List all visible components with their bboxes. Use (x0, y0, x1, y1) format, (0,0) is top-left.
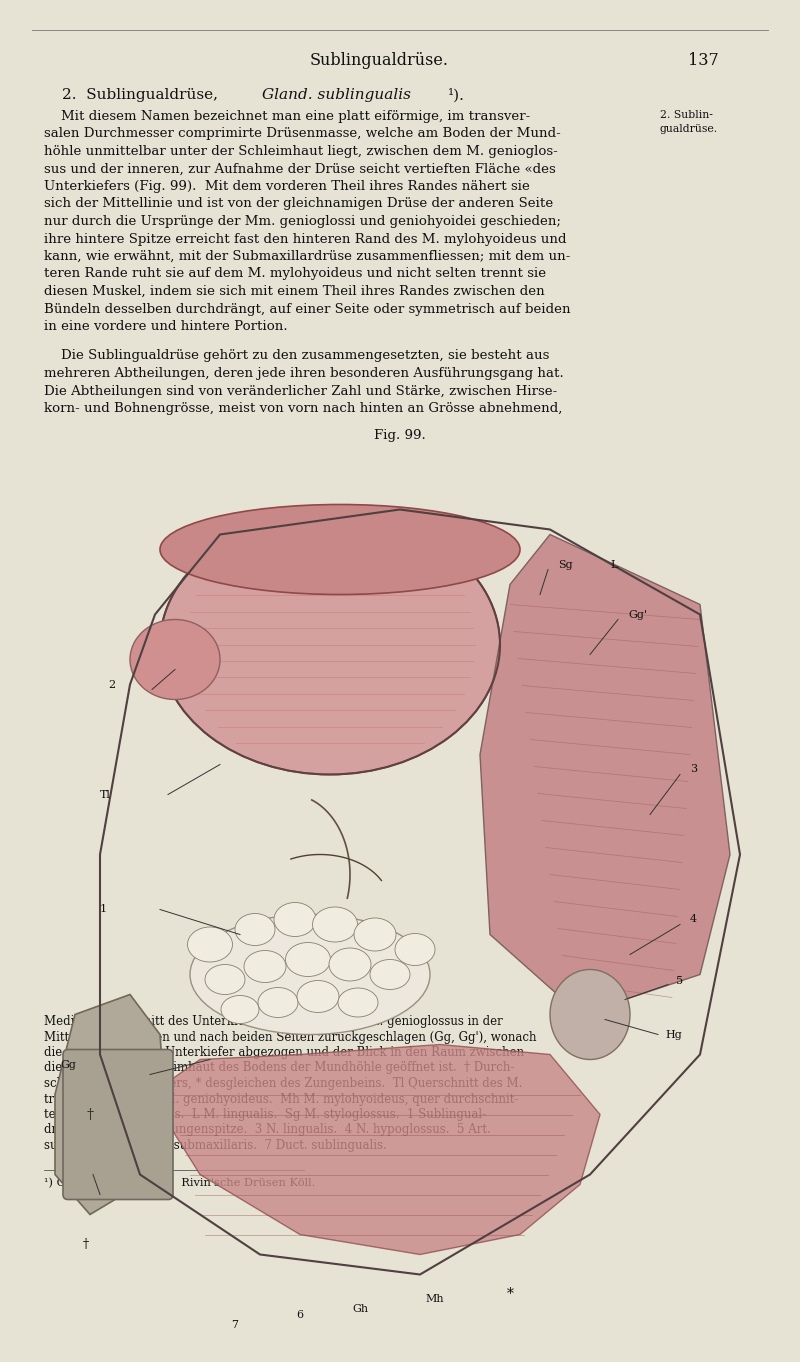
Text: Bündeln desselben durchdrängt, auf einer Seite oder symmetrisch auf beiden: Bündeln desselben durchdrängt, auf einer… (44, 302, 570, 316)
Text: salen Durchmesser comprimirte Drüsenmasse, welche am Boden der Mund-: salen Durchmesser comprimirte Drüsenmass… (44, 128, 561, 140)
Text: nur durch die Ursprünge der Mm. genioglossi und geniohyoidei geschieden;: nur durch die Ursprünge der Mm. genioglo… (44, 215, 561, 227)
Ellipse shape (395, 933, 435, 966)
Text: ¹) Gland. lingualis aut₂  Rivin'sche Drüsen Köll.: ¹) Gland. lingualis aut₂ Rivin'sche Drüs… (44, 1178, 315, 1188)
Text: †: † (86, 1107, 94, 1121)
Text: Die Abtheilungen sind von veränderlicher Zahl und Stärke, zwischen Hirse-: Die Abtheilungen sind von veränderlicher… (44, 384, 558, 398)
Text: 4: 4 (690, 914, 697, 925)
Text: diesem und der Schleimhaut des Bodens der Mundhöhle geöffnet ist.  † Durch-: diesem und der Schleimhaut des Bodens de… (44, 1061, 514, 1075)
FancyBboxPatch shape (63, 1050, 173, 1200)
Text: 137: 137 (688, 52, 718, 69)
Text: 2. Sublin-: 2. Sublin- (660, 110, 713, 120)
Text: 3: 3 (690, 764, 697, 775)
Ellipse shape (274, 903, 316, 937)
Text: teren Rande ruht sie auf dem M. mylohyoideus und nicht selten trennt sie: teren Rande ruht sie auf dem M. mylohyoi… (44, 267, 546, 281)
Text: ihre hintere Spitze erreicht fast den hinteren Rand des M. mylohyoideus und: ihre hintere Spitze erreicht fast den hi… (44, 233, 566, 245)
Text: Mitte durchschnitten und nach beiden Seiten zurückgeschlagen (Gg, Gg'), wonach: Mitte durchschnitten und nach beiden Sei… (44, 1031, 537, 1043)
Ellipse shape (187, 928, 233, 962)
Text: transv. linguae.  Gh M. geniohyoideus.  Mh M. mylohyoideus, quer durchschnit-: transv. linguae. Gh M. geniohyoideus. Mh… (44, 1092, 518, 1106)
Text: die Zunge weit vom Unterkiefer abgezogen und der Blick in den Raum zwischen: die Zunge weit vom Unterkiefer abgezogen… (44, 1046, 524, 1060)
Text: Tl: Tl (100, 790, 111, 799)
Text: gualdrüse.: gualdrüse. (660, 124, 718, 133)
Text: ten.  Hg M. hyoglossus.  L M. lingualis.  Sg M. styloglossus.  1 Sublingual-: ten. Hg M. hyoglossus. L M. lingualis. S… (44, 1109, 486, 1121)
Text: sich der Mittellinie und ist von der gleichnamigen Drüse der anderen Seite: sich der Mittellinie und ist von der gle… (44, 197, 554, 211)
Text: Gg': Gg' (628, 610, 647, 620)
Text: 7: 7 (231, 1320, 238, 1329)
Ellipse shape (160, 504, 520, 594)
Text: ¹).: ¹). (448, 89, 465, 102)
Text: 1: 1 (100, 904, 107, 914)
Text: korn- und Bohnengrösse, meist von vorn nach hinten an Grösse abnehmend,: korn- und Bohnengrösse, meist von vorn n… (44, 402, 562, 415)
Text: schnitt des Unterkiefers, * desgleichen des Zungenbeins.  Tl Querschnitt des M.: schnitt des Unterkiefers, * desgleichen … (44, 1077, 522, 1090)
Text: Mediandurchschnitt des Unterkiefers mit der Zunge.  M. genioglossus in der: Mediandurchschnitt des Unterkiefers mit … (44, 1015, 502, 1028)
Text: 6: 6 (297, 1309, 303, 1320)
Text: höhle unmittelbar unter der Schleimhaut liegt, zwischen dem M. genioglos-: höhle unmittelbar unter der Schleimhaut … (44, 144, 558, 158)
Bar (44, 455, 756, 990)
Ellipse shape (297, 981, 339, 1012)
Text: Mh: Mh (426, 1294, 444, 1305)
Ellipse shape (286, 943, 330, 977)
Text: 5: 5 (676, 977, 683, 986)
Text: Die Sublingualdrüse gehört zu den zusammengesetzten, sie besteht aus: Die Sublingualdrüse gehört zu den zusamm… (44, 350, 550, 362)
Ellipse shape (370, 959, 410, 990)
Ellipse shape (338, 987, 378, 1017)
Ellipse shape (244, 951, 286, 982)
Text: 2: 2 (108, 680, 115, 689)
Text: mehreren Abtheilungen, deren jede ihren besonderen Ausführungsgang hat.: mehreren Abtheilungen, deren jede ihren … (44, 366, 564, 380)
Text: Mit diesem Namen bezeichnet man eine platt eiförmige, im transver-: Mit diesem Namen bezeichnet man eine pla… (44, 110, 530, 123)
Text: †: † (83, 1238, 89, 1252)
Text: Gg: Gg (60, 1060, 76, 1069)
Ellipse shape (160, 515, 500, 775)
Ellipse shape (354, 918, 396, 951)
Text: in eine vordere und hintere Portion.: in eine vordere und hintere Portion. (44, 320, 288, 332)
PathPatch shape (150, 1045, 600, 1254)
Text: drüse.  2 Drüse der Zungenspitze.  3 N. lingualis.  4 N. hypoglossus.  5 Art.: drüse. 2 Drüse der Zungenspitze. 3 N. li… (44, 1124, 490, 1136)
Ellipse shape (130, 620, 220, 700)
Text: sublingualis.  6 Duct. submaxillaris.  7 Duct. sublingualis.: sublingualis. 6 Duct. submaxillaris. 7 D… (44, 1139, 386, 1152)
Text: sus und der inneren, zur Aufnahme der Drüse seicht vertieften Fläche «des: sus und der inneren, zur Aufnahme der Dr… (44, 162, 556, 176)
Ellipse shape (258, 987, 298, 1017)
Text: Gland. sublingualis: Gland. sublingualis (262, 89, 411, 102)
Text: *: * (506, 1287, 514, 1302)
Text: Sublingualdrüse.: Sublingualdrüse. (310, 52, 449, 69)
Text: Sg: Sg (558, 560, 573, 569)
Text: 2.  Sublingualdrüse,: 2. Sublingualdrüse, (62, 89, 223, 102)
PathPatch shape (480, 534, 730, 1015)
Text: Gh: Gh (352, 1305, 368, 1314)
Ellipse shape (190, 914, 430, 1035)
Ellipse shape (329, 948, 371, 981)
Text: diesen Muskel, indem sie sich mit einem Theil ihres Randes zwischen den: diesen Muskel, indem sie sich mit einem … (44, 285, 545, 298)
Ellipse shape (205, 964, 245, 994)
Ellipse shape (313, 907, 358, 943)
Text: L: L (610, 560, 618, 569)
Ellipse shape (235, 914, 275, 945)
Text: kann, wie erwähnt, mit der Submaxillardrüse zusammenfliessen; mit dem un-: kann, wie erwähnt, mit der Submaxillardr… (44, 251, 570, 263)
Text: Hg: Hg (665, 1030, 682, 1039)
Ellipse shape (221, 996, 259, 1023)
PathPatch shape (55, 994, 165, 1215)
Text: Fig. 99.: Fig. 99. (374, 429, 426, 443)
Ellipse shape (550, 970, 630, 1060)
Text: Unterkiefers (Fig. 99).  Mit dem vorderen Theil ihres Randes nähert sie: Unterkiefers (Fig. 99). Mit dem vorderen… (44, 180, 530, 193)
